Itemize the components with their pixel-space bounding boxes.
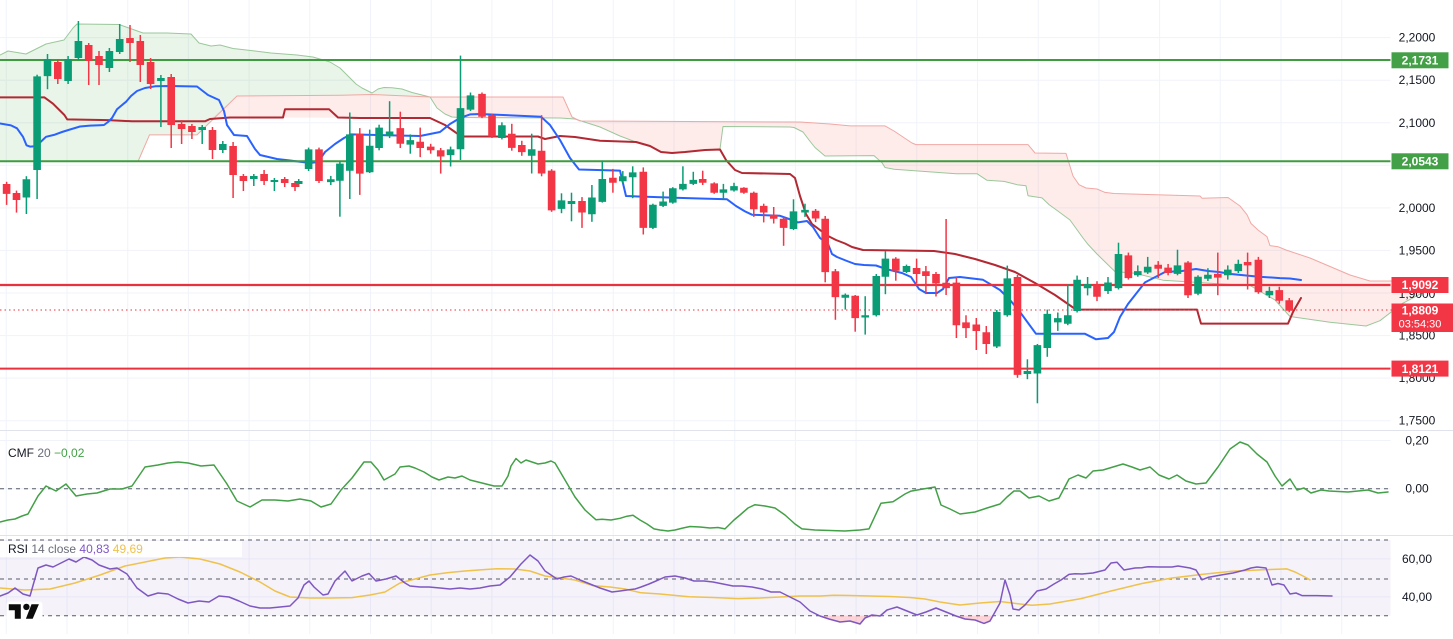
svg-text:2,1000: 2,1000 <box>1399 116 1436 130</box>
svg-text:2,1500: 2,1500 <box>1399 73 1436 87</box>
svg-text:CMF 20 −0,02: CMF 20 −0,02 <box>8 446 85 460</box>
svg-text:1,8121: 1,8121 <box>1402 362 1439 376</box>
svg-text:0,20: 0,20 <box>1405 434 1429 448</box>
svg-text:2,2000: 2,2000 <box>1399 31 1436 45</box>
svg-text:1,9500: 1,9500 <box>1399 243 1436 257</box>
svg-text:0,00: 0,00 <box>1405 482 1429 496</box>
svg-text:2,0000: 2,0000 <box>1399 201 1436 215</box>
svg-text:1,9092: 1,9092 <box>1402 278 1439 292</box>
svg-text:2,0543: 2,0543 <box>1402 155 1439 169</box>
svg-text:2,1731: 2,1731 <box>1402 54 1439 68</box>
svg-text:1,8809: 1,8809 <box>1402 304 1439 318</box>
svg-text:1,7500: 1,7500 <box>1399 414 1436 428</box>
svg-text:40,00: 40,00 <box>1402 590 1432 604</box>
svg-text:RSI 14 close 40,83 49,69: RSI 14 close 40,83 49,69 <box>8 542 143 556</box>
svg-text:60,00: 60,00 <box>1402 552 1432 566</box>
svg-text:03:54:30: 03:54:30 <box>1399 319 1442 331</box>
